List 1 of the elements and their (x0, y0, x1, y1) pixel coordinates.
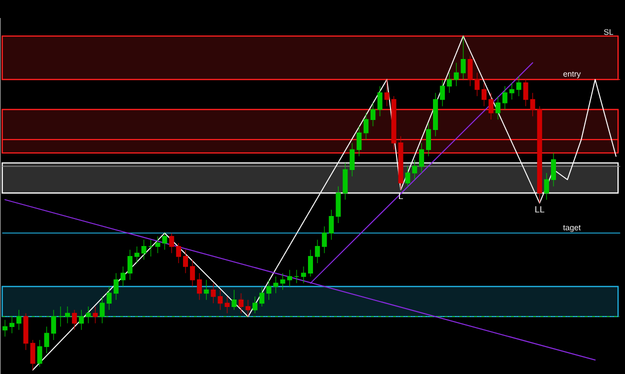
annotation: LL (535, 206, 544, 212)
